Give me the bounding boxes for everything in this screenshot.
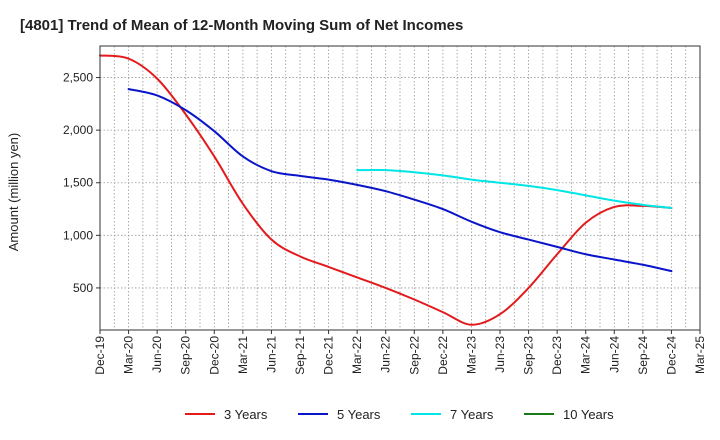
grid-lines xyxy=(99,46,701,330)
x-tick-label: Sep-23 xyxy=(522,336,536,375)
x-tick-label: Dec-24 xyxy=(664,336,678,375)
x-tick-label: Sep-22 xyxy=(407,336,421,375)
series-line-3-years xyxy=(99,54,673,326)
x-tick-label: Dec-23 xyxy=(550,336,564,375)
legend-label-10-years: 10 Years xyxy=(563,407,614,422)
y-tick-label: 1,000 xyxy=(63,228,93,242)
x-tick-label: Dec-21 xyxy=(322,336,336,375)
x-tick-label: Jun-22 xyxy=(379,336,393,373)
y-axis-ticks: 500 1,000 1,500 2,000 2,500 xyxy=(63,71,100,295)
chart-title: [4801] Trend of Mean of 12-Month Moving … xyxy=(20,17,463,34)
legend: 3 Years 5 Years 7 Years 10 Years xyxy=(185,407,614,422)
y-tick-label: 2,500 xyxy=(63,71,93,85)
x-tick-label: Mar-25 xyxy=(693,336,707,374)
x-tick-label: Dec-19 xyxy=(93,336,107,375)
x-tick-label: Mar-22 xyxy=(350,336,364,374)
x-tick-label: Jun-21 xyxy=(264,336,278,373)
x-tick-label: Mar-20 xyxy=(122,336,136,374)
x-tick-label: Jun-23 xyxy=(493,336,507,373)
x-tick-label: Jun-20 xyxy=(150,336,164,373)
x-tick-label: Mar-23 xyxy=(464,336,478,374)
x-axis-ticks: Dec-19 Mar-20 Jun-20 Sep-20 Dec-20 Mar-21 Jun-… xyxy=(93,330,707,375)
x-tick-label: Mar-21 xyxy=(236,336,250,374)
x-tick-label: Sep-20 xyxy=(179,336,193,375)
x-tick-label: Sep-24 xyxy=(636,336,650,375)
y-tick-label: 500 xyxy=(73,281,93,295)
legend-label-3-years: 3 Years xyxy=(224,407,268,422)
series-lines xyxy=(99,54,673,326)
legend-label-5-years: 5 Years xyxy=(337,407,381,422)
x-tick-label: Jun-24 xyxy=(607,336,621,373)
x-tick-label: Dec-22 xyxy=(436,336,450,375)
y-tick-label: 2,000 xyxy=(63,123,93,137)
x-tick-label: Sep-21 xyxy=(293,336,307,375)
series-line-7-years xyxy=(356,168,673,209)
plot-area xyxy=(99,45,701,331)
x-tick-label: Mar-24 xyxy=(579,336,593,374)
legend-label-7-years: 7 Years xyxy=(450,407,494,422)
y-axis-label: Amount (million yen) xyxy=(6,133,21,252)
series-line-5-years xyxy=(127,88,673,273)
x-tick-label: Dec-20 xyxy=(207,336,221,375)
y-tick-label: 1,500 xyxy=(63,176,93,190)
